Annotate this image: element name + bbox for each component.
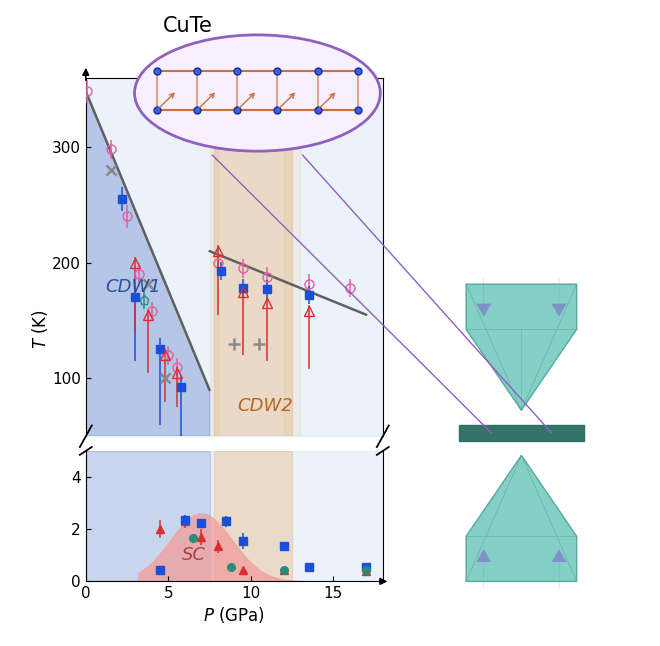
Ellipse shape — [135, 35, 380, 151]
Polygon shape — [214, 78, 292, 436]
Polygon shape — [86, 78, 209, 436]
Polygon shape — [459, 425, 584, 441]
FancyArrow shape — [552, 549, 566, 588]
Text: CDW1: CDW1 — [106, 278, 161, 296]
Polygon shape — [466, 455, 577, 581]
Text: CuTe: CuTe — [163, 16, 213, 36]
Polygon shape — [284, 78, 300, 436]
Polygon shape — [86, 451, 209, 581]
Text: CDW2: CDW2 — [238, 397, 293, 415]
Polygon shape — [209, 78, 218, 436]
Text: SC: SC — [182, 546, 205, 564]
FancyArrow shape — [477, 278, 491, 317]
Polygon shape — [214, 451, 292, 581]
FancyArrow shape — [477, 549, 491, 588]
X-axis label: $P$ (GPa): $P$ (GPa) — [203, 605, 265, 625]
Text: $T$ (K): $T$ (K) — [30, 309, 50, 349]
Polygon shape — [466, 284, 577, 410]
FancyArrow shape — [552, 278, 566, 317]
